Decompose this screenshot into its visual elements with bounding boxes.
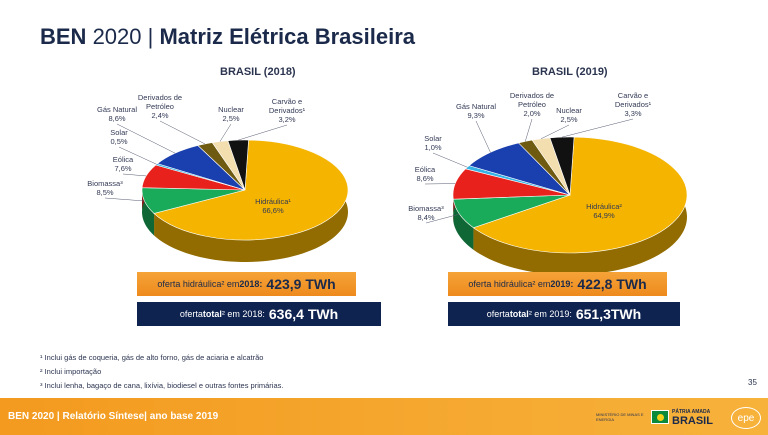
pie-wall-0: [473, 137, 687, 275]
total-offer-prefix: oferta: [179, 309, 203, 319]
pie-leader-3: [118, 146, 157, 165]
page-number: 35: [748, 378, 757, 387]
pie-leader-5: [159, 120, 206, 145]
pie-chart-2018: Hidráulica¹ 66,6% Biomassa³ 8,5% Eólica 7,6% S…: [87, 93, 349, 262]
pie-slice-7: [227, 139, 249, 191]
pie-label-0: Hidráulica¹ 66,6%: [255, 197, 291, 215]
pie-label-6: Nuclear 2,5%: [556, 106, 582, 124]
hydro-offer-prefix: oferta hidráulica² em: [157, 279, 240, 289]
chart-title-2018: BRASIL (2018): [220, 66, 296, 78]
total-offer-2018: oferta total ² em 2018: 636,4 TWh: [137, 302, 381, 326]
footnotes: ¹ Inclui gás de coqueria, gás de alto fo…: [40, 351, 283, 393]
pie-leader-2: [122, 173, 147, 177]
chart-title-2019: BRASIL (2019): [532, 66, 608, 78]
pie-label-2: Eólica 7,6%: [113, 155, 134, 173]
brasil-logo-text: BRASIL: [672, 415, 713, 427]
footer-text: BEN 2020 | Relatório Síntese| ano base 2…: [8, 411, 219, 422]
total-offer-2019: oferta total ² em 2019: 651,3TWh: [448, 302, 680, 326]
hydro-offer-prefix: oferta hidráulica² em: [468, 279, 551, 289]
brazil-flag-icon: [651, 410, 669, 424]
title-bold-part: BEN: [40, 24, 87, 49]
ministry-logo-text: MINISTÉRIO DE MINAS E ENERGIA: [596, 412, 644, 422]
pie-label-1: Biomassa³ 8,4%: [408, 204, 444, 222]
hydro-offer-2018: oferta hidráulica² em 2018:423,9 TWh: [137, 272, 356, 296]
pie-leader-3: [432, 152, 468, 168]
epe-logo: epe: [731, 407, 761, 429]
title-year-part: 2020 |: [86, 24, 160, 49]
total-offer-bold: total: [202, 309, 222, 319]
pie-wall-1: [142, 187, 155, 236]
pie-leader-6: [540, 124, 570, 140]
pie-leader-7: [561, 118, 634, 138]
pie-label-1: Biomassa³ 8,5%: [87, 179, 123, 197]
pie-label-3: Solar 0,5%: [110, 128, 128, 146]
pie-slice-0: [153, 139, 349, 241]
pie-label-4: Gás Natural 8,6%: [97, 105, 137, 123]
hydro-offer-value: 423,9 TWh: [266, 276, 336, 292]
pie-wall-1: [453, 199, 474, 250]
footnote-1: ¹ Inclui gás de coqueria, gás de alto fo…: [40, 353, 264, 362]
pie-label-2: Eólica 8,6%: [415, 165, 436, 183]
pie-leader-7: [238, 124, 288, 141]
pie-slice-0: [472, 136, 688, 254]
footnote-2: ² Inclui importação: [40, 367, 102, 376]
pie-label-0: Hidráulica² 64,9%: [586, 202, 622, 220]
footnote-3: ³ Inclui lenha, bagaço de cana, lixívia,…: [40, 381, 284, 390]
total-offer-value: 636,4 TWh: [268, 306, 339, 322]
pie-leader-4: [116, 123, 176, 154]
pie-label-7: Carvão e Derivados¹ 3,2%: [269, 97, 306, 124]
hydro-offer-year: 2019: [550, 279, 571, 289]
pie-label-4: Gás Natural 9,3%: [456, 102, 496, 120]
pie-label-3: Solar 1,0%: [424, 134, 442, 152]
pie-label-6: Nuclear 2,5%: [218, 105, 244, 123]
pie-leader-5: [525, 118, 533, 142]
hydro-offer-value: 422,8 TWh: [577, 276, 647, 292]
pie-charts-canvas: Hidráulica¹ 66,6% Biomassa³ 8,5% Eólica 7,6% S…: [87, 91, 688, 275]
total-offer-suffix: ² em 2018:: [221, 309, 265, 319]
pie-label-7: Carvão e Derivados¹ 3,3%: [615, 91, 652, 118]
pie-label-5: Derivados de Petróleo 2,0%: [510, 91, 554, 118]
hydro-offer-colon: :: [259, 279, 263, 289]
patria-amada-text: PÁTRIA AMADA: [672, 409, 711, 415]
total-offer-bold: total: [509, 309, 529, 319]
page-title: BEN 2020 | Matriz Elétrica Brasileira: [40, 24, 415, 50]
pie-leader-6: [219, 123, 232, 142]
pie-leader-1: [425, 213, 460, 224]
pie-slice-7: [549, 136, 575, 196]
hydro-offer-colon: :: [570, 279, 574, 289]
total-offer-value: 651,3TWh: [575, 306, 642, 322]
title-subject: Matriz Elétrica Brasileira: [159, 24, 416, 49]
pie-leader-4: [475, 120, 491, 153]
total-offer-suffix: ² em 2019:: [528, 309, 572, 319]
hydro-offer-year: 2018: [239, 279, 260, 289]
hydro-offer-2019: oferta hidráulica² em 2019:422,8 TWh: [448, 272, 667, 296]
pie-label-5: Derivados de Petróleo 2,4%: [138, 93, 182, 120]
footer-bar: BEN 2020 | Relatório Síntese| ano base 2…: [0, 398, 768, 435]
pie-chart-2019: Hidráulica² 64,9% Biomassa³ 8,4% Eólica 8,6% S…: [408, 91, 688, 275]
pie-leader-1: [104, 197, 145, 202]
total-offer-prefix: oferta: [486, 309, 510, 319]
